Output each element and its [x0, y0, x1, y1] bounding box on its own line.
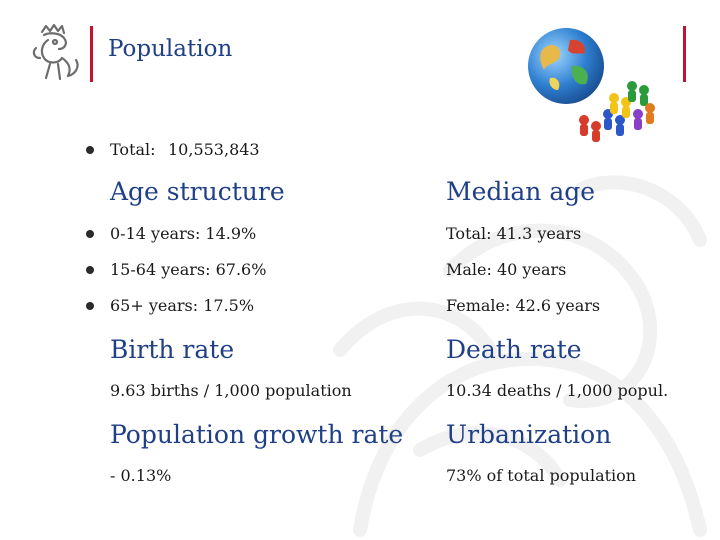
- age-item-15-64: 15-64 years: 67.6%: [110, 260, 267, 279]
- total-value: 10,553,843: [168, 140, 260, 159]
- death-rate-heading: Death rate: [446, 335, 582, 364]
- bullet-icon: [86, 302, 94, 310]
- header-right-bar: [683, 26, 686, 82]
- growth-rate-value: - 0.13%: [110, 466, 172, 485]
- page-title: Population: [108, 36, 233, 62]
- total-label: Total:: [110, 140, 156, 159]
- czech-lion-emblem-icon: [32, 23, 79, 81]
- birth-rate-value: 9.63 births / 1,000 population: [110, 381, 352, 400]
- age-item-65-plus: 65+ years: 17.5%: [110, 296, 255, 315]
- globe-with-pawns-icon: [528, 28, 655, 142]
- birth-rate-heading: Birth rate: [110, 335, 235, 364]
- median-age-total: Total: 41.3 years: [446, 224, 582, 243]
- bullet-icon: [86, 146, 94, 154]
- urbanization-heading: Urbanization: [446, 420, 612, 449]
- bullet-icon: [86, 230, 94, 238]
- age-structure-heading: Age structure: [110, 177, 285, 206]
- lion-watermark-icon: [333, 175, 707, 537]
- death-rate-value: 10.34 deaths / 1,000 popul.: [446, 381, 669, 400]
- bullet-icon: [86, 266, 94, 274]
- median-age-heading: Median age: [446, 177, 596, 206]
- median-age-female: Female: 42.6 years: [446, 296, 601, 315]
- urbanization-value: 73% of total population: [446, 466, 637, 485]
- median-age-male: Male: 40 years: [446, 260, 567, 279]
- age-item-0-14: 0-14 years: 14.9%: [110, 224, 257, 243]
- title-divider-bar: [90, 26, 93, 82]
- growth-rate-heading: Population growth rate: [110, 420, 404, 449]
